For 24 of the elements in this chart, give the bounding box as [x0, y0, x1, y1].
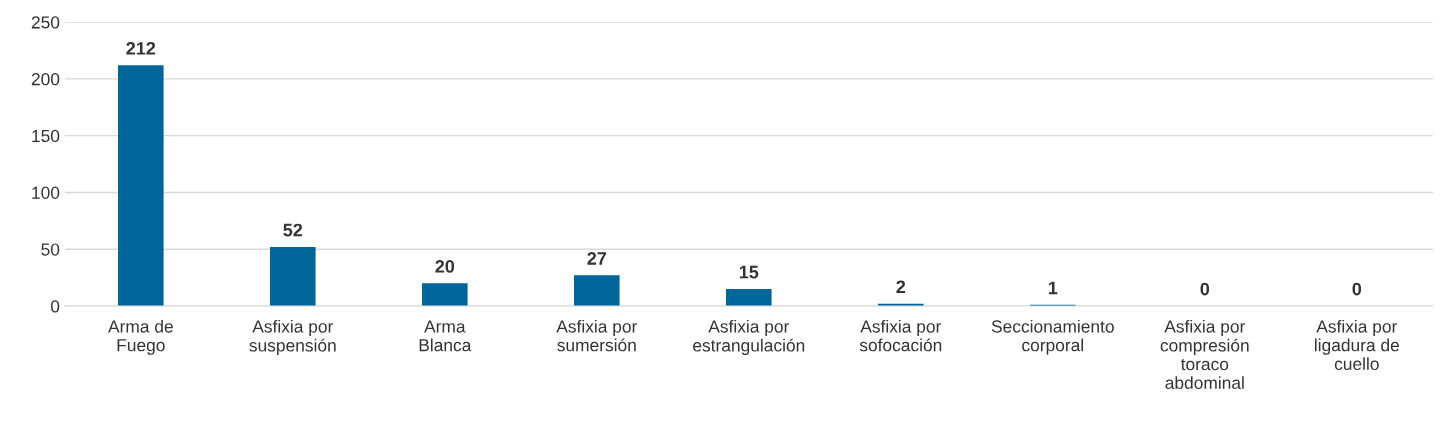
x-tick-label: Asfixia por estrangulación [693, 319, 805, 356]
y-tick-label: 100 [32, 186, 60, 199]
x-tick-label: Asfixia por compresión toraco abdominal [1160, 319, 1249, 389]
x-tick-label: Arma Blanca [419, 320, 472, 352]
y-tick-label: 250 [31, 16, 60, 29]
data-label: 27 [587, 252, 607, 265]
y-tick-label: 150 [32, 129, 60, 143]
data-label: 52 [283, 223, 303, 237]
x-tick-label: Asfixia por sumersión [556, 319, 638, 352]
x-tick-label: Asfixia por suspensión [249, 319, 336, 356]
data-label: 212 [126, 41, 156, 55]
y-tick-label: 200 [31, 73, 60, 86]
x-tick-label: Asfixia por ligadura de cuello [1315, 319, 1399, 371]
y-tick-label: 0 [50, 300, 60, 313]
data-label: 1 [1048, 281, 1058, 295]
data-label: 0 [1200, 282, 1210, 296]
data-label: 2 [896, 280, 906, 294]
data-label: 20 [435, 259, 455, 273]
x-tick-label: Arma de Fuego [108, 319, 173, 355]
y-tick-label: 50 [41, 243, 60, 256]
data-label: 15 [739, 265, 759, 279]
x-tick-label: Seccionamiento corporal [991, 319, 1114, 355]
x-tick-label: Asfixia por sofocación [859, 319, 942, 352]
data-label: 0 [1352, 282, 1362, 296]
